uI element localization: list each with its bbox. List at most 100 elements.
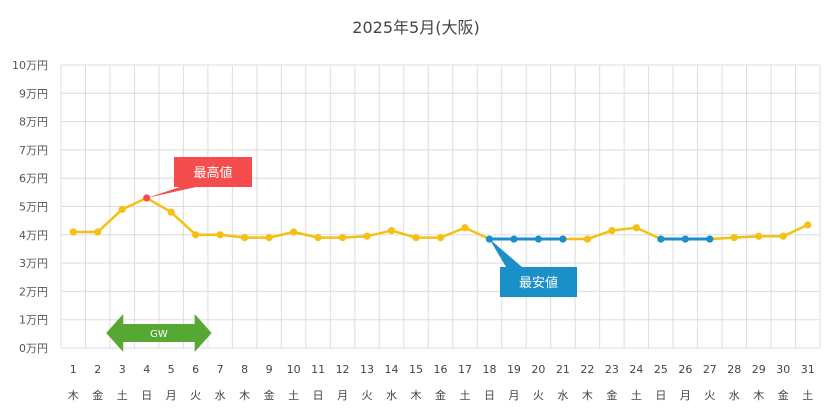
x-tick-label: 25 [654,363,668,376]
x-tick-label: 5 [168,363,175,376]
weekday-label: 日 [655,389,666,402]
x-tick-label: 20 [531,363,545,376]
data-point [216,231,224,239]
x-tick-label: 21 [556,363,570,376]
x-tick-label: 13 [360,363,374,376]
cheapest-point [706,235,714,243]
data-point [167,208,175,216]
weekday-label: 金 [606,388,617,402]
data-point [314,234,322,242]
weekday-label: 土 [802,389,813,402]
y-tick-label: 0万円 [19,342,48,355]
x-tick-label: 27 [703,363,717,376]
weekday-label: 日 [484,389,495,402]
weekday-label: 金 [435,388,446,402]
weekday-label: 土 [631,389,642,402]
weekday-label: 水 [215,389,226,402]
x-tick-label: 17 [458,363,472,376]
x-tick-label: 1 [70,363,77,376]
highest-callout-box [174,157,252,187]
weekday-label: 木 [411,389,422,402]
x-tick-label: 4 [143,363,150,376]
cheapest-point [657,235,665,243]
data-point [338,234,347,242]
weekday-label: 水 [729,389,740,402]
weekday-label: 土 [459,389,470,402]
gw-arrow: GW [106,314,212,352]
data-point [583,235,592,243]
x-tick-label: 16 [434,363,448,376]
cheapest-point [681,235,689,243]
data-point [608,226,616,235]
data-point [804,221,812,229]
data-point [412,234,420,242]
y-tick-label: 5万円 [19,201,48,214]
x-tick-label: 18 [482,363,496,376]
weekday-label: 木 [239,389,250,402]
x-tick-label: 2 [94,363,101,376]
y-tick-label: 9万円 [19,87,48,100]
cheapest-callout-pointer [489,239,522,267]
weekday-label: 土 [117,389,128,402]
weekday-label: 金 [778,388,789,402]
x-tick-label: 23 [605,363,619,376]
weekday-label: 水 [557,389,568,402]
gw-label: GW [150,329,168,340]
y-tick-label: 1万円 [19,314,48,327]
weekday-label: 木 [582,389,593,402]
cheapest-point [510,235,518,243]
y-tick-label: 3万円 [19,257,48,270]
x-tick-label: 29 [752,363,766,376]
weekday-label: 月 [680,389,691,402]
data-point [363,232,371,240]
data-point [289,228,298,236]
x-tick-label: 26 [678,363,692,376]
data-point [94,228,102,236]
x-tick-label: 22 [580,363,594,376]
y-tick-label: 6万円 [19,172,48,185]
weekday-label: 金 [264,388,275,402]
chart-title: 2025年5月(大阪) [352,18,479,37]
highest-callout-label: 最高値 [193,165,232,181]
x-tick-label: 10 [287,363,301,376]
x-axis-ticks: 1木2金3土4日5月6火7水8木9金10土11日12月13火14水15木16金1… [68,363,815,402]
x-tick-label: 3 [119,363,126,376]
y-tick-label: 2万円 [19,285,48,298]
weekday-label: 火 [704,389,715,402]
x-tick-label: 8 [241,363,248,376]
y-tick-label: 8万円 [19,116,48,129]
cheapest-callout-box [500,267,577,297]
x-tick-label: 30 [776,363,790,376]
weekday-label: 火 [362,389,373,402]
x-tick-label: 24 [629,363,643,376]
y-tick-label: 10万円 [12,59,48,72]
weekday-label: 木 [68,389,79,402]
data-point [461,224,469,232]
data-point [241,234,249,242]
highest-point [143,194,151,202]
data-point [192,231,200,239]
gw-double-arrow [106,314,212,352]
series-markers [69,194,812,243]
data-point [779,232,787,240]
x-tick-label: 9 [266,363,273,376]
weekday-label: 水 [386,389,397,402]
x-tick-label: 28 [727,363,741,376]
weekday-label: 日 [141,389,152,402]
cheapest-callout-label: 最安値 [519,275,558,291]
x-tick-label: 7 [217,363,224,376]
weekday-label: 木 [753,389,764,402]
y-tick-label: 4万円 [19,229,48,242]
weekday-label: 月 [508,389,519,402]
weekday-label: 土 [288,389,299,402]
weekday-label: 金 [92,388,103,402]
y-axis-ticks: 0万円 1万円 2万円 3万円 4万円 5万円 6万円 7万円 8万円 9万円 10万円 [12,59,48,355]
weekday-label: 月 [166,389,177,402]
x-tick-label: 31 [801,363,815,376]
data-point [632,224,640,232]
weekday-label: 火 [533,389,544,402]
x-tick-label: 15 [409,363,423,376]
data-point [755,232,763,240]
